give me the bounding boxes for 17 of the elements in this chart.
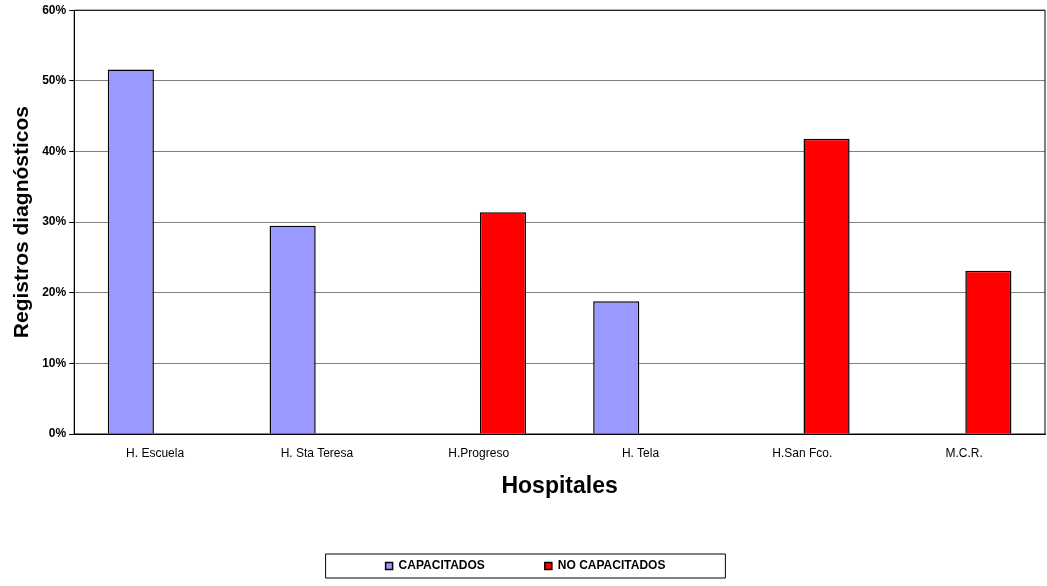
y-axis-title: Registros diagnósticos <box>9 105 33 339</box>
x-tick-label: H. Sta Teresa <box>280 445 354 460</box>
y-tick-label: 0% <box>48 426 67 441</box>
x-axis-title: Hospitales <box>501 471 618 498</box>
x-tick-label: H. Tela <box>621 445 660 460</box>
legend-label: NO CAPACITADOS <box>557 558 666 573</box>
y-tick-label: 60% <box>42 2 67 17</box>
y-tick-label: 10% <box>42 355 67 370</box>
y-tick-label: 30% <box>42 214 67 229</box>
x-tick-label: H.Progreso <box>448 445 510 460</box>
y-tick-label: 50% <box>42 73 67 88</box>
x-tick-label: H.San Fco. <box>772 445 833 460</box>
x-tick-label: M.C.R. <box>945 445 983 460</box>
y-tick-label: 40% <box>42 143 67 158</box>
x-tick-label: H. Escuela <box>126 445 185 460</box>
y-tick-label: 20% <box>42 285 67 300</box>
legend-label: CAPACITADOS <box>398 558 485 573</box>
